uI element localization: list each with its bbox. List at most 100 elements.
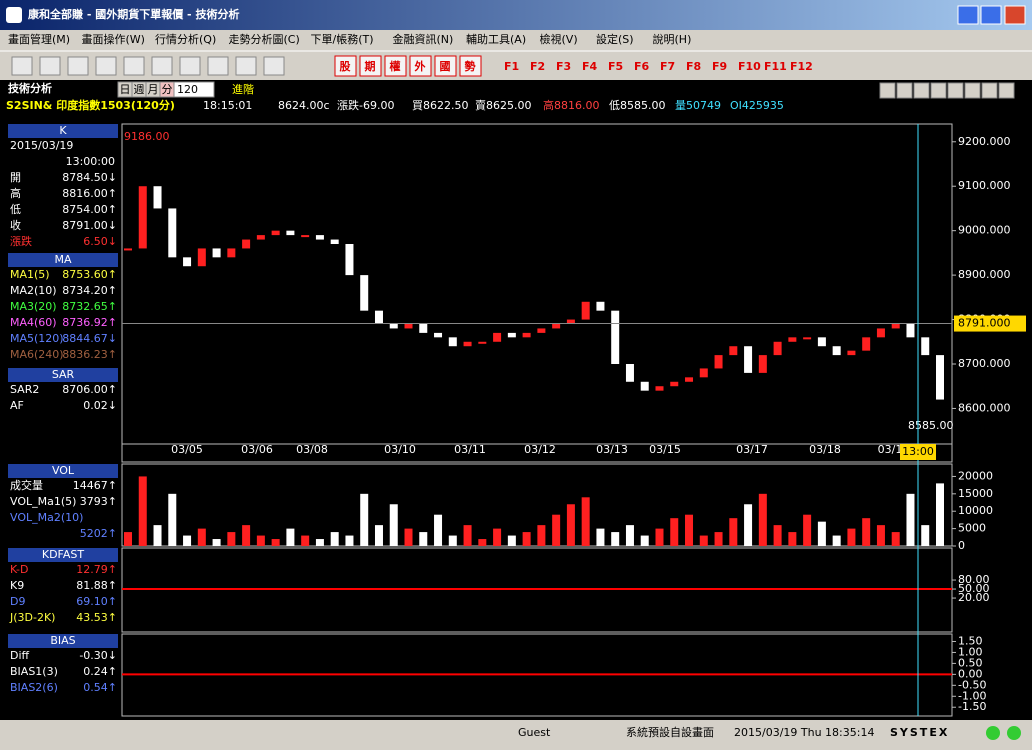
- volume-bar: [625, 525, 634, 546]
- volume-bar: [906, 493, 915, 546]
- menu-item[interactable]: 設定(S): [596, 32, 634, 46]
- axis-label: -1.00: [958, 689, 986, 702]
- panel-tool[interactable]: [981, 82, 998, 99]
- axis-label: -1.50: [958, 700, 986, 713]
- candle: [832, 346, 841, 356]
- count: 120: [177, 83, 198, 96]
- quote-field: 量50749: [675, 99, 721, 112]
- menu-item[interactable]: 金融資訊(N): [393, 32, 454, 46]
- menu-item[interactable]: 檢視(V): [540, 32, 578, 46]
- volume-bar: [670, 518, 679, 546]
- date-label: 03/05: [171, 443, 203, 456]
- panel-tool[interactable]: [930, 82, 947, 99]
- axis-label: 1.50: [958, 634, 983, 647]
- volume-bar: [419, 532, 428, 546]
- candle: [493, 332, 502, 342]
- volume-bar: [921, 525, 930, 546]
- date-label: 03/12: [524, 443, 556, 456]
- tool-button[interactable]: [263, 56, 285, 76]
- menu-item[interactable]: 畫面管理(M): [8, 32, 70, 46]
- quote-button[interactable]: [434, 55, 457, 77]
- row-label: J(3D-2K): [9, 611, 55, 624]
- tool-button[interactable]: [95, 56, 117, 76]
- axis-label: 0.50: [958, 656, 983, 669]
- row-label: K9: [10, 579, 24, 592]
- candle: [507, 332, 516, 338]
- tool-button[interactable]: [235, 56, 257, 76]
- panel-tool[interactable]: [913, 82, 930, 99]
- section-header: [8, 124, 118, 138]
- row-label: 低: [10, 203, 21, 216]
- section-header: [8, 253, 118, 267]
- candle: [463, 341, 472, 347]
- date-label: 03/18: [809, 443, 841, 456]
- candle: [655, 386, 664, 391]
- panel-tool[interactable]: [964, 82, 981, 99]
- fkey: F8: [686, 60, 701, 73]
- count-box[interactable]: [173, 81, 215, 98]
- fkey: F1: [504, 60, 519, 73]
- menu-item[interactable]: 走勢分析圖(C): [229, 32, 300, 46]
- cursor-tag: [900, 444, 936, 460]
- candle: [596, 301, 605, 311]
- tool-button[interactable]: [39, 56, 61, 76]
- volume-bar: [493, 528, 502, 546]
- quote-button[interactable]: [409, 55, 432, 77]
- menu-item[interactable]: 下單/帳務(T): [311, 32, 374, 46]
- quote-button[interactable]: [384, 55, 407, 77]
- volume-bar: [227, 532, 236, 546]
- tool-button[interactable]: [67, 56, 89, 76]
- volume-bar: [463, 525, 472, 546]
- volume-bar: [124, 532, 132, 546]
- candle: [803, 337, 812, 340]
- volume-bar: [566, 504, 575, 546]
- volume-bar: [389, 504, 398, 546]
- quote-button[interactable]: [359, 55, 382, 77]
- panel-tool[interactable]: [879, 82, 896, 99]
- quote-button[interactable]: [459, 55, 482, 77]
- row-label: Diff: [10, 649, 30, 662]
- quote-field: 高8816.00: [543, 98, 600, 112]
- menu-item[interactable]: 說明(H): [653, 32, 692, 46]
- pane: [121, 463, 953, 547]
- status-user: Guest: [518, 726, 551, 739]
- section-title: SAR: [52, 368, 75, 381]
- period-label: 日: [120, 83, 131, 96]
- row-label: VOL_Ma1(5): [10, 495, 76, 508]
- section-title: VOL: [52, 464, 75, 477]
- panel-tool[interactable]: [947, 82, 964, 99]
- quote-field: 低8585.00: [609, 99, 666, 112]
- volume-bar: [655, 528, 664, 546]
- menu-item[interactable]: 輔助工具(A): [466, 32, 526, 46]
- quote-button[interactable]: [334, 55, 357, 77]
- tool-button[interactable]: [179, 56, 201, 76]
- tool-button[interactable]: [207, 56, 229, 76]
- axis-label: -0.50: [958, 678, 986, 691]
- tool-button[interactable]: [123, 56, 145, 76]
- close[interactable]: [1004, 5, 1026, 25]
- fkey: F4: [582, 60, 598, 73]
- row-label: BIAS2(6): [10, 681, 58, 694]
- row-label: SAR2: [10, 383, 39, 396]
- panel-tool[interactable]: [998, 82, 1015, 99]
- menu-item[interactable]: 畫面操作(W): [82, 32, 145, 46]
- menu-item[interactable]: 行情分析(Q): [155, 32, 216, 46]
- section-title: MA: [54, 253, 71, 266]
- row-value: 81.88↑: [76, 579, 117, 592]
- row-value: 12.79↑: [76, 563, 117, 576]
- candle: [744, 346, 753, 373]
- candle: [699, 368, 708, 378]
- axis-label: 9000.000: [958, 224, 1011, 237]
- candle: [448, 337, 457, 347]
- maximize[interactable]: [980, 5, 1002, 25]
- candle: [242, 239, 251, 249]
- tool-button[interactable]: [11, 56, 33, 76]
- fkey: F10: [738, 60, 761, 73]
- panel-tool[interactable]: [896, 82, 913, 99]
- candle: [862, 337, 871, 351]
- minimize[interactable]: [957, 5, 979, 25]
- candle: [138, 186, 147, 249]
- volume-bar: [773, 525, 782, 546]
- candle: [389, 324, 398, 329]
- tool-button[interactable]: [151, 56, 173, 76]
